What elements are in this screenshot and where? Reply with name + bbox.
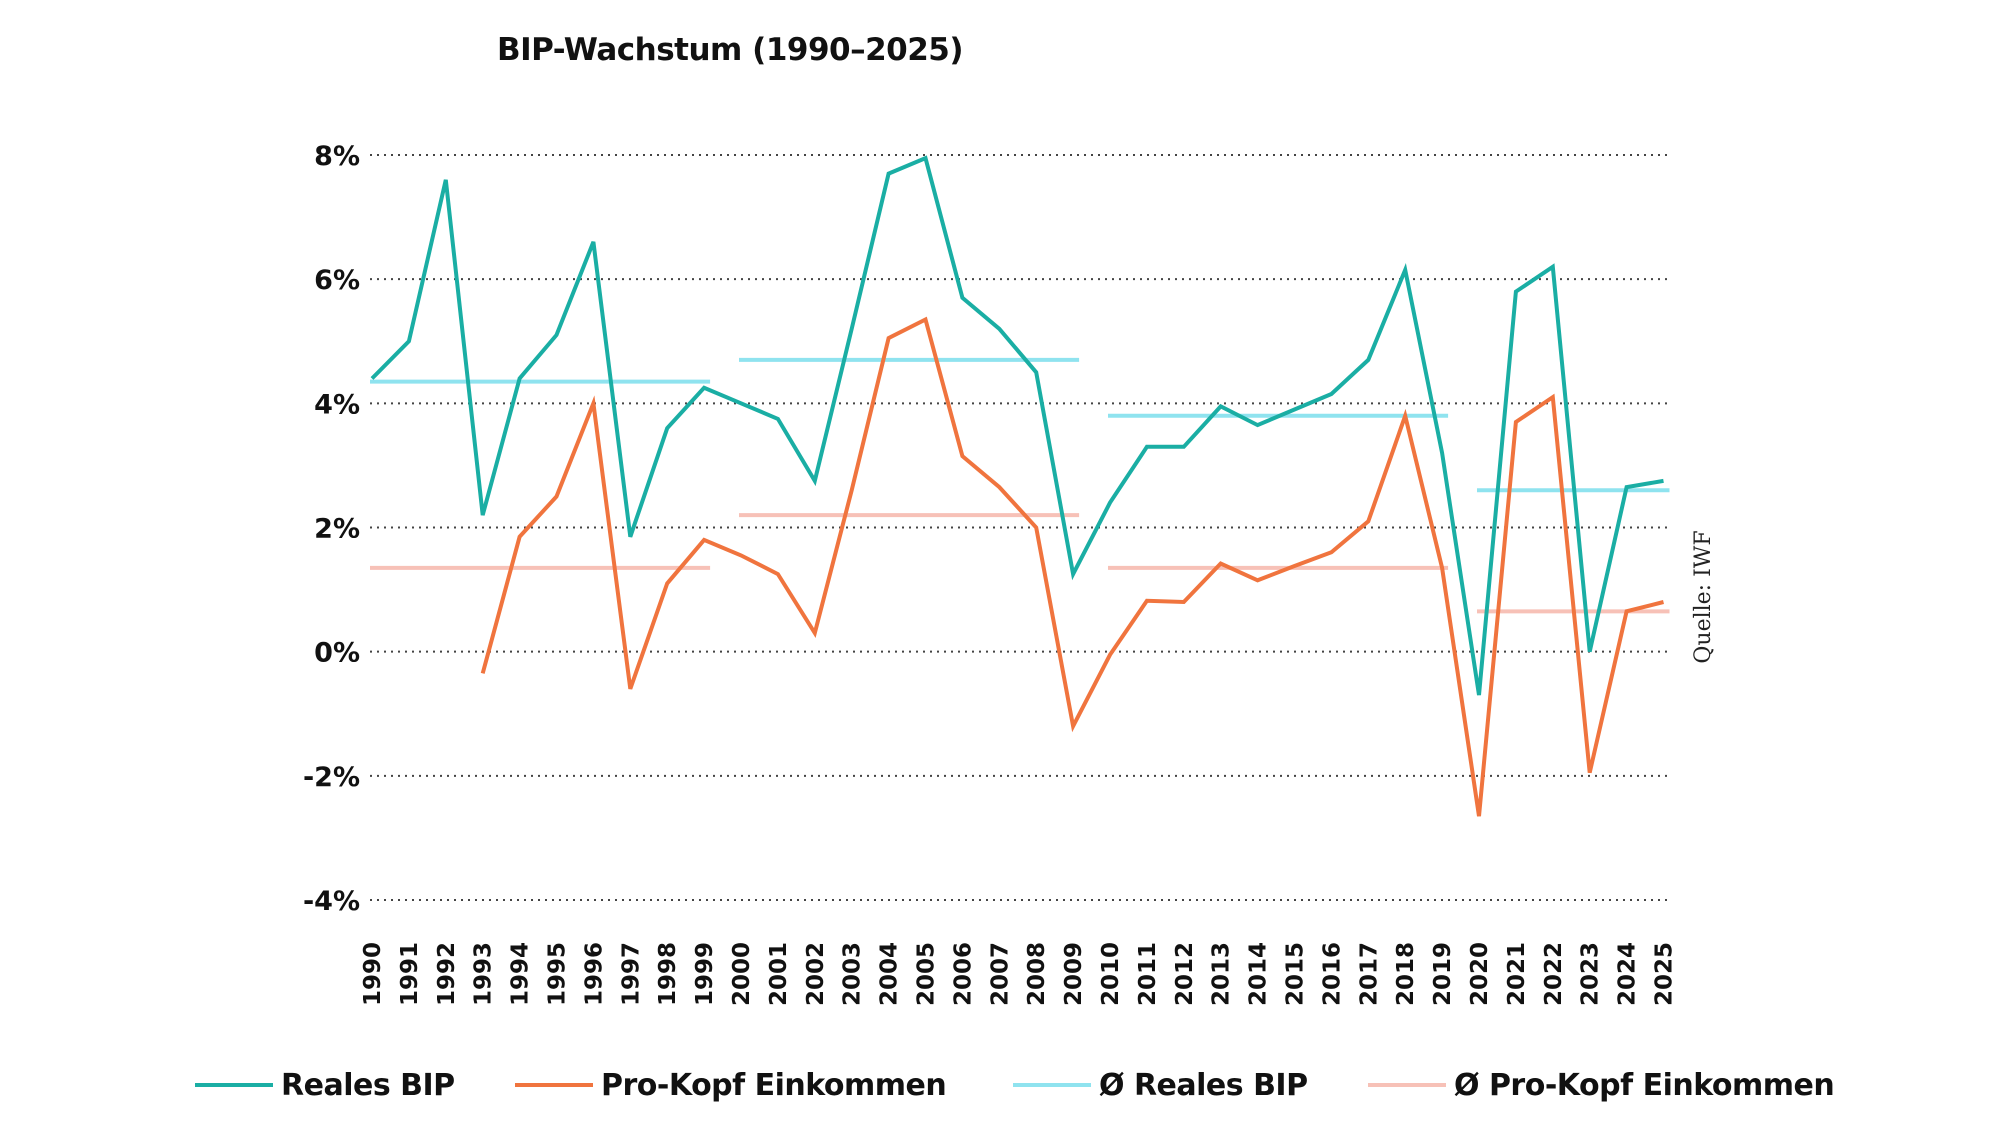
x-tick-label: 2007 (987, 942, 1013, 1006)
x-tick-label: 2012 (1172, 942, 1198, 1006)
y-tick-label: -4% (303, 886, 360, 917)
x-tick-label: 1995 (545, 942, 571, 1006)
x-tick-label: 2001 (766, 942, 792, 1006)
x-tick-label: 2018 (1393, 942, 1419, 1006)
x-tick-label: 2022 (1541, 942, 1567, 1006)
legend-label: Reales BIP (281, 1067, 455, 1103)
y-tick-label: 8% (314, 141, 360, 172)
legend-swatch-avg-pro-kopf-einkommen (1368, 1083, 1446, 1087)
legend-label: Pro-Kopf Einkommen (601, 1067, 947, 1103)
x-tick-label: 2002 (803, 942, 829, 1006)
legend-label: Ø Pro-Kopf Einkommen (1454, 1067, 1835, 1103)
x-tick-label: 2000 (729, 942, 755, 1006)
chart-title: BIP-Wachstum (1990–2025) (496, 32, 964, 68)
x-tick-label: 1993 (471, 942, 497, 1006)
x-tick-label: 2003 (840, 942, 866, 1006)
source-label: Quelle: IWF (1691, 530, 1716, 663)
x-tick-label: 2014 (1246, 942, 1272, 1006)
y-tick-label: -2% (303, 762, 360, 793)
x-axis-ticks: 1990 1991 1992 1993 1994 1995 1996 1997 1998 1999… (360, 942, 1678, 1006)
x-tick-label: 2004 (877, 942, 903, 1006)
legend: Reales BIP Pro-Kopf Einkommen Ø Reales B… (0, 1060, 2000, 1110)
x-tick-label: 2020 (1467, 942, 1493, 1006)
x-tick-label: 2021 (1504, 942, 1530, 1006)
y-axis-ticks: 8% 6% 4% 2% 0% -2% -4% (303, 141, 360, 917)
x-tick-label: 2016 (1319, 942, 1345, 1006)
x-tick-label: 1992 (434, 942, 460, 1006)
legend-label: Ø Reales BIP (1099, 1067, 1308, 1103)
legend-item-avg-pro-kopf-einkommen: Ø Pro-Kopf Einkommen (1368, 1060, 1835, 1110)
x-tick-label: 2013 (1209, 942, 1235, 1006)
y-tick-label: 0% (314, 638, 360, 669)
x-tick-label: 1998 (655, 942, 681, 1006)
x-tick-label: 2008 (1024, 942, 1050, 1006)
legend-item-pro-kopf-einkommen: Pro-Kopf Einkommen (515, 1060, 947, 1110)
x-tick-label: 1997 (618, 942, 644, 1006)
x-tick-label: 2019 (1430, 942, 1456, 1006)
x-tick-label: 1999 (692, 942, 718, 1006)
x-tick-label: 1991 (397, 942, 423, 1006)
x-tick-label: 2023 (1578, 942, 1604, 1006)
x-tick-label: 2006 (950, 942, 976, 1006)
x-tick-label: 2015 (1283, 942, 1309, 1006)
y-tick-label: 6% (314, 265, 360, 296)
average-lines (370, 357, 1670, 614)
x-tick-label: 2017 (1356, 942, 1382, 1006)
x-tick-label: 1996 (581, 942, 607, 1006)
x-tick-label: 2011 (1135, 942, 1161, 1006)
x-tick-label: 1994 (508, 942, 534, 1006)
legend-item-reales-bip: Reales BIP (195, 1060, 455, 1110)
series-lines (370, 155, 1664, 817)
legend-swatch-reales-bip (195, 1083, 273, 1087)
y-tick-label: 2% (314, 514, 360, 545)
x-tick-label: 2025 (1652, 942, 1678, 1006)
x-tick-label: 2024 (1615, 942, 1641, 1006)
legend-swatch-avg-reales-bip (1013, 1083, 1091, 1087)
x-tick-label: 1990 (360, 942, 386, 1006)
series-line (370, 155, 1664, 696)
x-tick-label: 2009 (1061, 942, 1087, 1006)
series-line (480, 316, 1664, 817)
y-tick-label: 4% (314, 389, 360, 420)
x-tick-label: 2010 (1098, 942, 1124, 1006)
x-tick-label: 2005 (914, 942, 940, 1006)
legend-item-avg-reales-bip: Ø Reales BIP (1013, 1060, 1308, 1110)
legend-swatch-pro-kopf-einkommen (515, 1083, 593, 1087)
